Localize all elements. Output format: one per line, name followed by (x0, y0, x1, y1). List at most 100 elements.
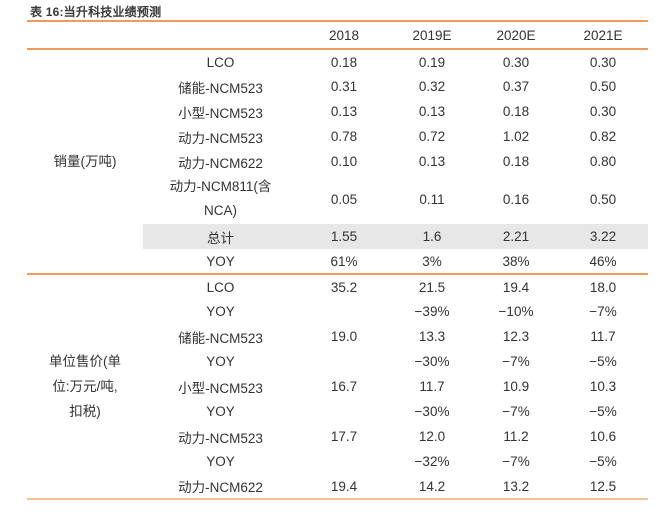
value-cell: 0.11 (419, 191, 445, 207)
value-cell: 17.7 (330, 429, 358, 444)
table-row: YOY −30% −7% −5% (27, 349, 648, 374)
value-cell: 0.78 (330, 129, 358, 144)
row-label: 储能-NCM523 (178, 80, 263, 96)
table-row: 储能-NCM523 0.31 0.32 0.37 0.50 (27, 74, 648, 99)
value-cell (298, 299, 390, 324)
value-cell: 0.37 (502, 79, 530, 94)
value-cell: −10% (498, 304, 534, 319)
value-cell: −7% (502, 354, 530, 369)
value-cell: 0.30 (589, 54, 617, 70)
value-cell (298, 349, 390, 374)
value-cell: 1.02 (502, 129, 530, 144)
table-row: 动力-NCM811(含 NCA) 0.05 0.11 0.16 0.50 (27, 174, 648, 224)
table-row: YOY −39% −10% −7% (27, 299, 648, 324)
table-row: YOY 61% 3% 38% 46% (27, 249, 648, 274)
value-cell: −5% (589, 404, 617, 419)
value-cell: 0.05 (330, 191, 358, 207)
value-cell: 1.6 (390, 224, 474, 249)
value-cell: 0.31 (330, 79, 358, 94)
value-cell: 11.7 (590, 329, 616, 344)
value-cell: −39% (414, 304, 450, 319)
header-empty-label (143, 21, 298, 49)
value-cell: 0.50 (589, 191, 617, 207)
value-cell: 11.7 (419, 379, 445, 394)
header-row: 2018 2019E 2020E 2021E (27, 21, 648, 49)
value-cell: 46% (589, 253, 617, 269)
value-cell: 11.2 (503, 429, 529, 444)
value-cell: 13.2 (502, 478, 530, 494)
table-row: 动力-NCM523 0.78 0.72 1.02 0.82 (27, 124, 648, 149)
table-title: 表 16:当升科技业绩预测 (30, 5, 162, 19)
value-cell: −5% (589, 354, 617, 369)
value-cell: 18.0 (589, 279, 617, 295)
row-label: YOY (206, 454, 235, 469)
row-label: LCO (206, 54, 235, 70)
value-cell: −7% (502, 454, 530, 469)
value-cell: 14.2 (418, 478, 446, 494)
table-row: YOY −32% −7% −5% (27, 449, 648, 474)
value-cell: 2.21 (474, 224, 558, 249)
value-cell: 0.19 (418, 54, 446, 70)
value-cell: 10.6 (589, 429, 617, 444)
header-year-2018: 2018 (328, 27, 360, 43)
value-cell: −7% (502, 404, 530, 419)
header-year-2020e: 2020E (496, 27, 536, 43)
section-label-sales-volume: 销量(万吨) (27, 49, 143, 274)
table-row: 销量(万吨) LCO 0.18 0.19 0.30 0.30 (27, 49, 648, 274)
row-label: 小型-NCM523 (178, 380, 263, 396)
value-cell: 0.13 (418, 154, 446, 169)
value-cell: 19.4 (330, 478, 358, 494)
row-label: 动力-NCM523 (178, 130, 263, 146)
row-label: YOY (206, 253, 235, 269)
value-cell: −30% (414, 354, 450, 369)
row-label: 总计 (143, 224, 298, 249)
section-label-unit-price: 单位售价(单 位:万元/吨, 扣税) (27, 274, 143, 499)
header-year-2019e: 2019E (412, 27, 452, 43)
value-cell: 12.0 (418, 429, 446, 444)
value-cell: 19.4 (502, 279, 530, 295)
table-row: 动力-NCM622 0.10 0.13 0.18 0.80 (27, 149, 648, 174)
value-cell: 3.22 (558, 224, 648, 249)
value-cell: 0.16 (502, 191, 530, 207)
table-row: 小型-NCM523 0.13 0.13 0.18 0.30 (27, 99, 648, 124)
value-cell: 13.3 (418, 329, 446, 344)
value-cell: 0.18 (502, 154, 530, 169)
value-cell: 1.55 (298, 224, 390, 249)
table-row: YOY −30% −7% −5% (27, 399, 648, 424)
table-row: 动力-NCM523 17.7 12.0 11.2 10.6 (27, 424, 648, 449)
value-cell: 10.9 (502, 379, 530, 394)
value-cell: 19.0 (330, 329, 358, 344)
value-cell: 12.5 (589, 478, 617, 494)
value-cell (298, 449, 390, 474)
value-cell: 0.30 (502, 54, 530, 70)
value-cell: 10.3 (589, 379, 617, 394)
row-label: 动力-NCM523 (178, 430, 263, 446)
value-cell: 0.50 (589, 79, 617, 94)
value-cell: 0.80 (589, 154, 617, 169)
row-label: 小型-NCM523 (178, 105, 263, 121)
value-cell: 0.32 (418, 79, 446, 94)
value-cell: 3% (422, 253, 442, 269)
row-label: 动力-NCM622 (178, 155, 263, 171)
row-label: 动力-NCM811(含 NCA) (169, 179, 272, 218)
value-cell: 0.82 (589, 129, 617, 144)
table-row: 动力-NCM622 19.4 14.2 13.2 12.5 (27, 474, 648, 499)
value-cell: 0.18 (330, 54, 358, 70)
value-cell: 0.13 (418, 104, 446, 119)
table-row: 储能-NCM523 19.0 13.3 12.3 11.7 (27, 324, 648, 349)
forecast-table: 2018 2019E 2020E 2021E 销量(万吨) LCO 0.18 0… (27, 20, 648, 500)
value-cell: 21.5 (418, 279, 446, 295)
value-cell: 35.2 (330, 279, 358, 295)
value-cell (298, 399, 390, 424)
value-cell: 0.18 (502, 104, 530, 119)
row-label: 储能-NCM523 (178, 330, 263, 346)
value-cell: −7% (589, 304, 617, 319)
value-cell: −30% (414, 404, 450, 419)
table-row: 单位售价(单 位:万元/吨, 扣税) LCO 35.2 21.5 19.4 18… (27, 274, 648, 499)
value-cell: −5% (589, 454, 617, 469)
row-label: YOY (206, 354, 235, 369)
value-cell: 16.7 (330, 379, 358, 394)
header-empty-section (27, 21, 143, 49)
row-label: LCO (206, 279, 235, 295)
